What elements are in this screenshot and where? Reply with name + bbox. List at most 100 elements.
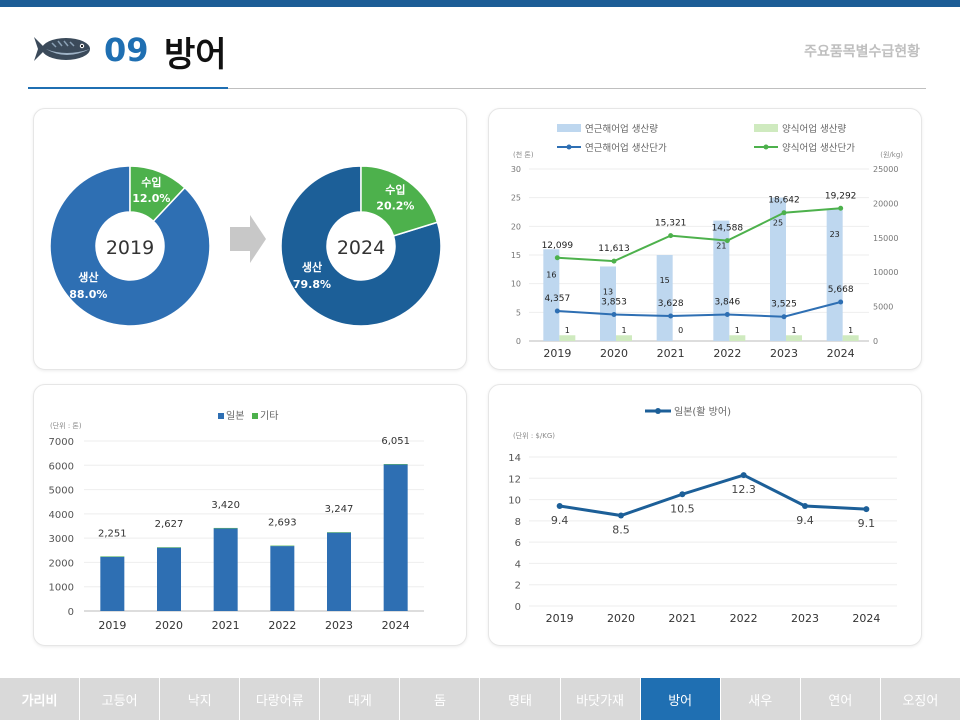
header-divider bbox=[28, 88, 926, 89]
data-label-japan-price: 10.5 bbox=[670, 502, 695, 515]
data-label-coastal-production: 16 bbox=[546, 270, 556, 279]
point-japan-price bbox=[679, 491, 686, 498]
y-tick-label: 8 bbox=[515, 517, 521, 528]
donut-production-value: 79.8% bbox=[293, 278, 331, 291]
data-label-aquaculture-production: 1 bbox=[848, 326, 853, 335]
data-label-total: 3,247 bbox=[325, 504, 354, 515]
bar-aquaculture-production bbox=[616, 335, 632, 341]
x-tick-label: 2021 bbox=[668, 612, 696, 625]
legend-marker bbox=[566, 144, 572, 150]
bar-japan bbox=[327, 532, 351, 611]
legend-label: 양식어업 생산단가 bbox=[782, 142, 855, 154]
point-aquaculture-price bbox=[838, 205, 844, 211]
data-label-aquaculture-price: 14,588 bbox=[712, 224, 744, 234]
line-japan-price bbox=[559, 473, 867, 518]
y-tick-label: 4 bbox=[515, 559, 521, 570]
bar-japan bbox=[100, 556, 125, 611]
x-tick-label: 2020 bbox=[155, 619, 183, 632]
share-donuts: 2019 수입 12.0% 생산 88.0% 2024 수입 20.2% 생산 79.8% bbox=[49, 165, 442, 327]
import-volume-card: 일본 기타 (단위 : 톤) 0 1000 2000 3000 4000 5000 6000 700… bbox=[33, 384, 467, 646]
data-label-coastal-price: 3,853 bbox=[601, 297, 627, 307]
page-header: 09 방어 주요품목별수급현황 bbox=[0, 7, 960, 89]
data-label-total: 2,251 bbox=[98, 528, 127, 539]
y-tick-label: 12 bbox=[508, 474, 521, 485]
bar-aquaculture-production bbox=[842, 335, 859, 341]
x-tick-label: 2020 bbox=[600, 347, 628, 360]
donut-production-value: 88.0% bbox=[69, 288, 107, 301]
bar-japan bbox=[383, 464, 408, 611]
data-label-aquaculture-price: 12,099 bbox=[542, 241, 574, 251]
production-chart-card: 연근해어업 생산량 양식어업 생산량 연근해어업 생산단가 양식어업 생산단가 (천 톤… bbox=[488, 108, 922, 370]
x-tick-label: 2021 bbox=[657, 347, 685, 360]
y-tick-label: 2000 bbox=[49, 558, 74, 569]
legend-swatch bbox=[754, 124, 778, 132]
data-label-coastal-price: 3,525 bbox=[771, 300, 797, 310]
y-tick-label: 5000 bbox=[49, 486, 74, 497]
point-coastal-price bbox=[554, 308, 560, 314]
donut-import-value: 20.2% bbox=[376, 199, 414, 212]
data-label-coastal-production: 25 bbox=[773, 219, 783, 228]
nav-tab-5[interactable]: 대게 bbox=[320, 678, 401, 720]
data-label-aquaculture-production: 1 bbox=[565, 326, 570, 335]
x-tick-label: 2022 bbox=[713, 347, 741, 360]
legend-label: 연근해어업 생산량 bbox=[585, 123, 658, 135]
x-tick-label: 2023 bbox=[770, 347, 798, 360]
y-tick-label: 2 bbox=[515, 581, 521, 592]
data-label-coastal-production: 21 bbox=[716, 242, 726, 251]
bar-japan bbox=[270, 546, 295, 611]
nav-tab-12[interactable]: 오징어 bbox=[880, 678, 960, 720]
nav-tab-1[interactable]: 가리비 bbox=[0, 678, 81, 720]
nav-tab-9[interactable]: 방어 bbox=[640, 678, 721, 720]
right-tick-label: 15000 bbox=[873, 234, 898, 243]
data-label-japan-price: 9.4 bbox=[551, 514, 569, 527]
data-label-aquaculture-price: 15,321 bbox=[655, 219, 687, 229]
x-tick-label: 2020 bbox=[607, 612, 635, 625]
arrow-right-icon bbox=[230, 215, 266, 263]
data-label-coastal-price: 3,628 bbox=[658, 299, 684, 309]
page-subtitle: 주요품목별수급현황 bbox=[804, 44, 920, 60]
nav-tab-10[interactable]: 새우 bbox=[720, 678, 801, 720]
nav-tab-6[interactable]: 돔 bbox=[400, 678, 481, 720]
y-tick-label: 3000 bbox=[49, 534, 74, 545]
nav-tab-8[interactable]: 바닷가재 bbox=[560, 678, 641, 720]
share-donut-card: 2019 수입 12.0% 생산 88.0% 2024 수입 20.2% 생산 79.8% bbox=[33, 108, 467, 370]
right-axis-unit: (원/kg) bbox=[880, 150, 903, 159]
y-tick-label: 0 bbox=[515, 602, 521, 613]
data-label-aquaculture-price: 19,292 bbox=[825, 191, 857, 201]
legend-swatch bbox=[218, 413, 224, 419]
nav-tab-11[interactable]: 연어 bbox=[800, 678, 881, 720]
legend-swatch bbox=[252, 413, 258, 419]
nav-tab-4[interactable]: 다랑어류 bbox=[240, 678, 321, 720]
point-aquaculture-price bbox=[781, 210, 787, 216]
data-label-aquaculture-production: 1 bbox=[791, 326, 796, 335]
point-coastal-price bbox=[611, 311, 617, 317]
x-tick-label: 2019 bbox=[543, 347, 571, 360]
data-label-total: 6,051 bbox=[381, 436, 410, 447]
nav-tab-2[interactable]: 고등어 bbox=[80, 678, 161, 720]
x-tick-label: 2022 bbox=[730, 612, 758, 625]
data-label-aquaculture-production: 1 bbox=[621, 326, 626, 335]
legend-marker bbox=[763, 144, 769, 150]
donut-import-label: 수입 bbox=[385, 183, 405, 196]
donut-production-label: 생산 bbox=[78, 270, 98, 284]
donut-slice-import bbox=[129, 165, 186, 223]
right-tick-label: 10000 bbox=[873, 268, 898, 277]
y-tick-label: 6 bbox=[515, 538, 521, 549]
y-tick-label: 14 bbox=[508, 453, 521, 464]
fish-icon bbox=[34, 37, 90, 61]
data-label-coastal-production: 15 bbox=[660, 276, 670, 285]
top-accent-bar bbox=[0, 0, 960, 7]
axis-unit: (단위 : 톤) bbox=[50, 421, 82, 430]
data-label-aquaculture-production: 1 bbox=[735, 326, 740, 335]
category-nav: 가리비 고등어 낙지 다랑어류 대게 돔 명태 바닷가재 방어 새우 연어 오징어 bbox=[0, 678, 960, 720]
data-label-coastal-production: 23 bbox=[830, 230, 840, 239]
point-aquaculture-price bbox=[611, 258, 617, 264]
point-japan-price bbox=[740, 472, 747, 479]
import-price-card: 일본(활 방어) (단위 : $/KG) 0 2 4 6 8 10 12 14 9.4 8.5 10.5… bbox=[488, 384, 922, 646]
nav-tab-3[interactable]: 낙지 bbox=[160, 678, 241, 720]
nav-tab-7[interactable]: 명태 bbox=[480, 678, 561, 720]
point-coastal-price bbox=[838, 299, 844, 305]
x-tick-label: 2019 bbox=[546, 612, 574, 625]
legend-marker bbox=[655, 408, 661, 414]
legend-label: 일본(활 방어) bbox=[674, 405, 731, 418]
